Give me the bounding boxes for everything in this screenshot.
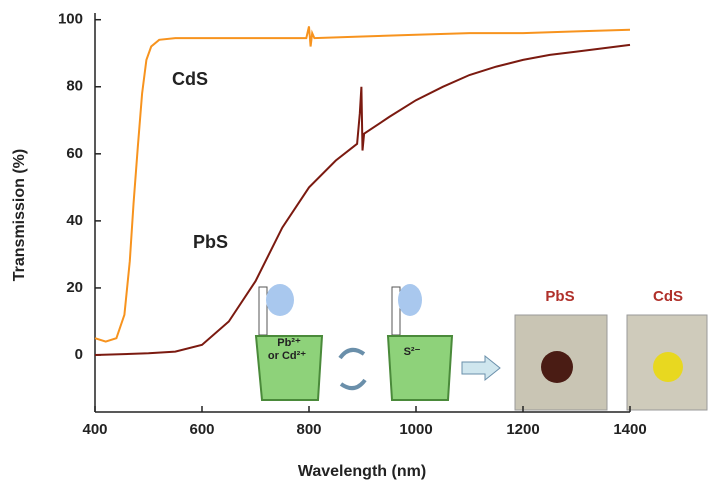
x-tick-label: 1000 (399, 421, 432, 438)
film-spot (653, 352, 683, 382)
x-axis-label: Wavelength (nm) (298, 463, 426, 480)
substrate (258, 286, 268, 336)
arrow (461, 354, 501, 382)
beaker (254, 335, 324, 401)
inset-schematic: Pb²⁺ or Cd²⁺ S²⁻ PbS CdS (254, 284, 708, 411)
y-tick-label: 0 (75, 346, 83, 363)
x-tick-label: 1400 (613, 421, 646, 438)
film-spot (541, 351, 573, 383)
cycle-arrow (338, 347, 366, 360)
photo-label: PbS (545, 288, 574, 305)
y-tick-label: 80 (66, 78, 83, 95)
y-tick-label: 40 (66, 212, 83, 229)
x-tick-label: 800 (296, 421, 321, 438)
y-tick-label: 60 (66, 145, 83, 162)
spray (398, 284, 422, 316)
beaker (386, 335, 454, 401)
beaker-label: Pb²⁺ (277, 337, 301, 349)
photo-label: CdS (653, 288, 683, 305)
x-tick-label: 400 (82, 421, 107, 438)
cycle-arrow (339, 378, 367, 391)
beaker-label: or Cd²⁺ (268, 350, 306, 362)
beaker-label: S²⁻ (404, 346, 421, 358)
x-tick-label: 600 (189, 421, 214, 438)
y-tick-label: 100 (58, 11, 83, 28)
spray (266, 284, 294, 316)
series-annotation: CdS (172, 69, 208, 89)
series-line (94, 26, 631, 343)
y-axis-label: Transmission (%) (11, 149, 28, 281)
x-tick-label: 1200 (506, 421, 539, 438)
series-line (94, 43, 631, 356)
series-annotation: PbS (193, 232, 228, 252)
y-tick-label: 20 (66, 279, 83, 296)
substrate (391, 286, 401, 336)
